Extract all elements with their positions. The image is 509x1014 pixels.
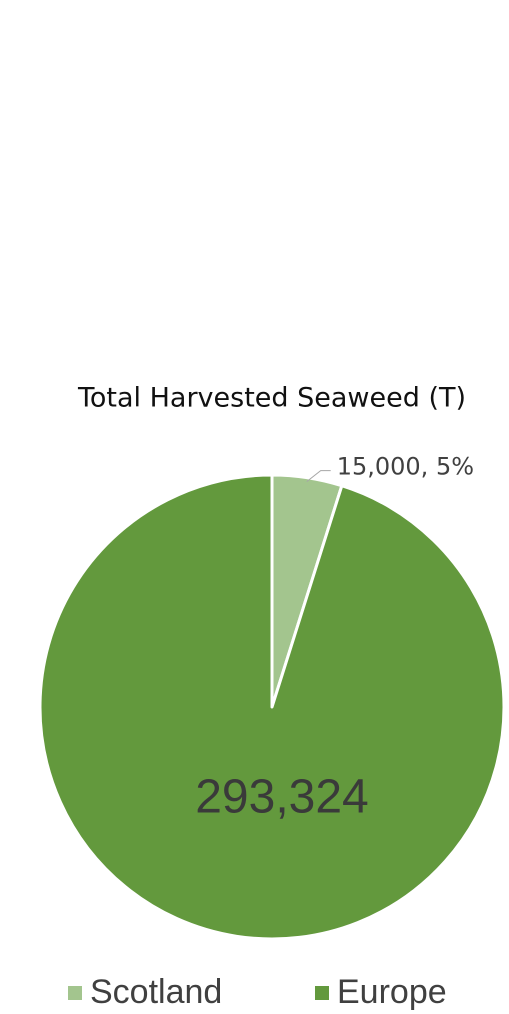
- data-label: 293,324: [195, 771, 369, 824]
- leader-line: [306, 470, 331, 483]
- pie-slice: [38, 473, 506, 941]
- legend-swatch: [68, 986, 82, 1000]
- legend-label: Europe: [337, 973, 447, 1011]
- legend-label: Scotland: [90, 973, 222, 1011]
- chart-title: Total Harvested Seaweed (T): [77, 383, 466, 414]
- data-label: 15,000, 5%: [337, 453, 474, 481]
- legend-swatch: [315, 986, 329, 1000]
